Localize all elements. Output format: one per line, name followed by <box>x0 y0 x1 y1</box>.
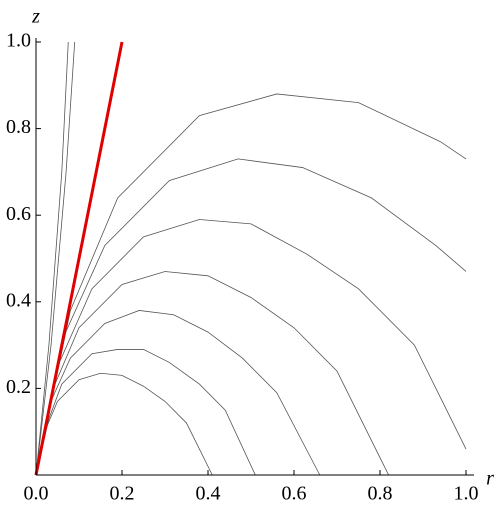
y-tick-label: 0.6 <box>6 203 31 225</box>
y-tick-label: 0.4 <box>6 289 31 311</box>
curve <box>35 93 467 476</box>
x-tick-label: 1.0 <box>454 483 479 505</box>
y-axis-title: z <box>31 6 40 28</box>
x-tick-label: 0.8 <box>368 483 393 505</box>
x-tick-label: 0.0 <box>24 483 49 505</box>
curve <box>35 158 467 476</box>
curve <box>35 310 321 476</box>
x-tick-label: 0.6 <box>282 483 307 505</box>
curve <box>35 41 69 476</box>
curve <box>35 349 256 476</box>
y-tick-label: 0.2 <box>6 376 31 398</box>
x-tick-label: 0.4 <box>196 483 221 505</box>
curve <box>35 219 467 476</box>
x-axis-title: r <box>486 468 494 490</box>
y-tick-label: 0.8 <box>6 116 31 138</box>
curve <box>35 41 76 476</box>
curve <box>35 372 213 476</box>
curve <box>34 41 124 476</box>
y-tick-label: 1.0 <box>6 30 31 52</box>
curve <box>35 271 389 476</box>
x-tick-label: 0.2 <box>110 483 135 505</box>
